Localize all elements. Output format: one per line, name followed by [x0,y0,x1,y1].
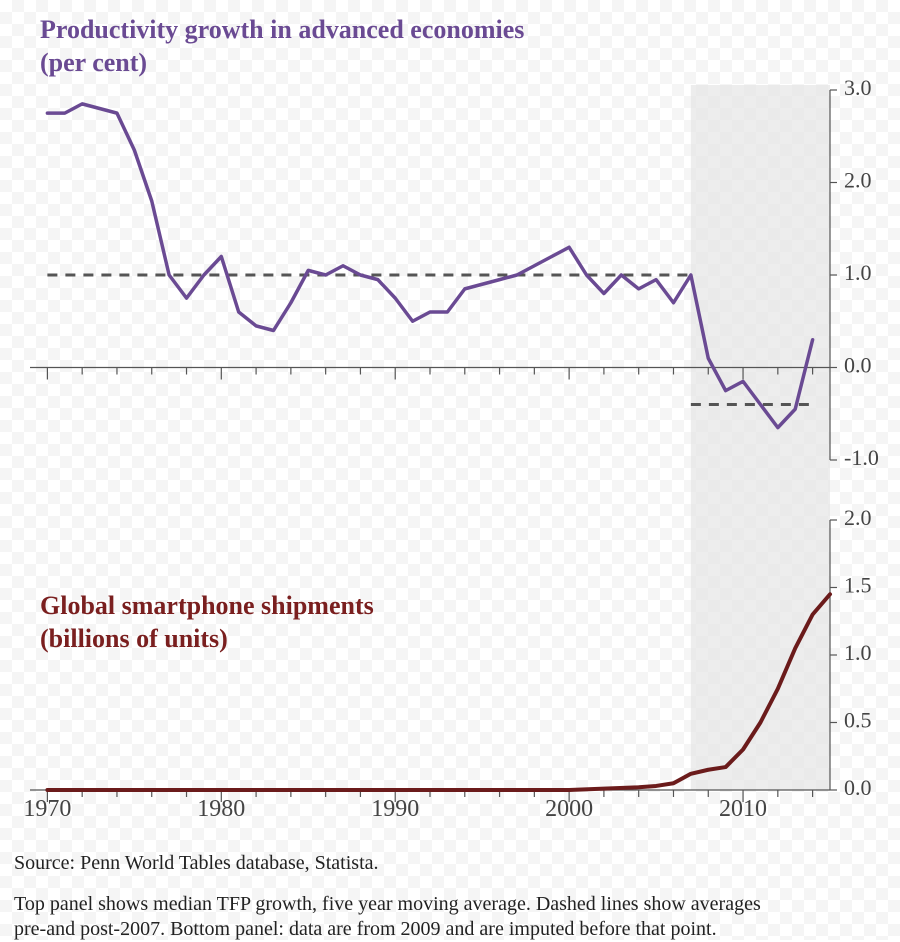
panel-top-title-line2: (per cent) [40,48,147,77]
shaded-band [691,85,830,790]
y-tick-label: 3.0 [844,75,872,100]
chart-svg: -1.0 0.0 1.0 2.0 3.0 0.0 0.5 1.0 1.5 2.0 1970 1980 1… [0,0,900,940]
y-tick-label: 2.0 [844,505,872,530]
x-tick-label: 2010 [719,796,767,822]
y-tick-label: 1.0 [844,640,872,665]
panel-top-title-line1: Productivity growth in advanced economie… [40,15,524,44]
y-tick-label: 2.0 [844,168,872,193]
y-tick-label: 0.0 [844,775,872,800]
panel-bottom-title-line1: Global smartphone shipments [40,591,374,620]
y-tick-label: 0.5 [844,708,872,733]
x-tick-label: 2000 [545,796,593,822]
panel-bottom-title-line2: (billions of units) [40,624,228,653]
chart-container: Productivity growth in advanced economie… [0,0,900,940]
x-tick-label: 1970 [23,796,71,822]
footnote: Top panel shows median TFP growth, five … [14,892,761,942]
footnote-line2: pre-and post-2007. Bottom panel: data ar… [14,918,717,940]
y-tick-label: 1.0 [844,260,872,285]
x-tick-label: 1990 [371,796,419,822]
panel-bottom-title: Global smartphone shipments (billions of… [40,590,374,655]
footnote-line1: Top panel shows median TFP growth, five … [14,893,761,915]
panel-top-title: Productivity growth in advanced economie… [40,14,524,79]
source-text: Source: Penn World Tables database, Stat… [14,852,379,875]
y-tick-label: 1.5 [844,573,872,598]
y-tick-label: -1.0 [844,445,879,470]
x-tick-label: 1980 [197,796,245,822]
y-tick-label: 0.0 [844,353,872,378]
